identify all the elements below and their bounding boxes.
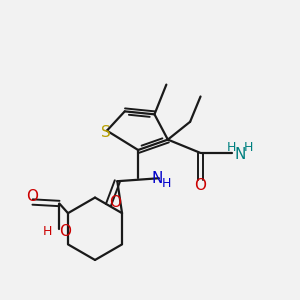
Text: O: O <box>59 224 71 239</box>
Text: H: H <box>227 140 236 154</box>
Text: O: O <box>109 194 121 209</box>
Text: O: O <box>27 189 39 204</box>
Text: S: S <box>100 125 110 140</box>
Text: N: N <box>152 171 163 186</box>
Text: H: H <box>243 140 253 154</box>
Text: N: N <box>234 147 246 162</box>
Text: H: H <box>43 225 52 238</box>
Text: H: H <box>162 177 171 190</box>
Text: O: O <box>194 178 206 193</box>
